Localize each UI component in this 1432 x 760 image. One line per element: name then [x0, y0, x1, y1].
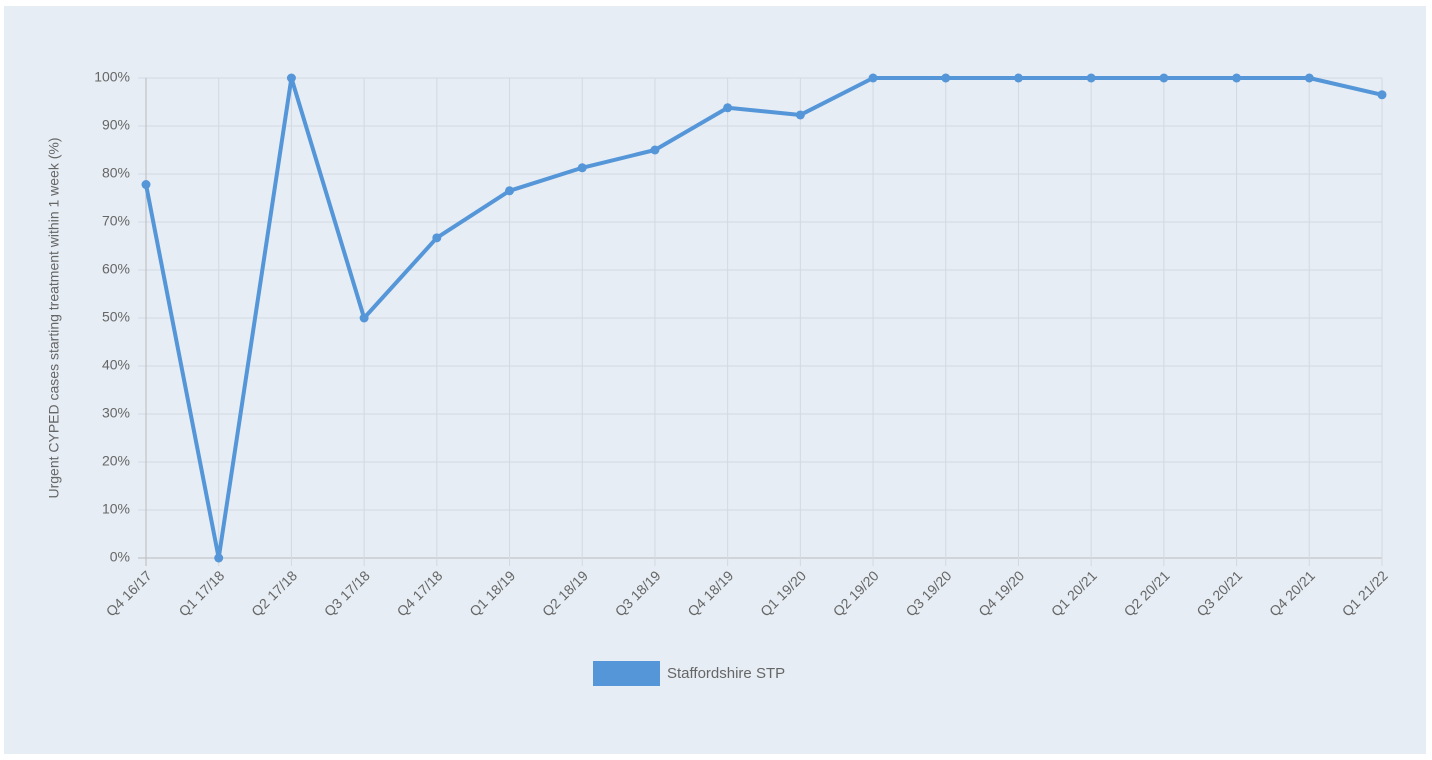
data-point	[868, 73, 878, 83]
data-point	[941, 73, 951, 83]
data-point	[141, 180, 151, 190]
y-tick-label: 60%	[102, 261, 130, 277]
data-point	[432, 233, 442, 243]
y-tick-label: 50%	[102, 309, 130, 325]
y-tick-label: 30%	[102, 405, 130, 421]
data-point	[359, 313, 369, 323]
legend-label: Staffordshire STP	[667, 665, 785, 682]
data-point	[577, 163, 587, 173]
chart-background	[4, 6, 1426, 754]
legend-swatch	[593, 661, 660, 686]
y-tick-label: 70%	[102, 213, 130, 229]
y-axis-label: Urgent CYPED cases starting treatment wi…	[46, 137, 62, 498]
y-tick-label: 0%	[110, 549, 130, 565]
data-point	[1159, 73, 1169, 83]
data-point	[650, 145, 660, 155]
data-point	[1013, 73, 1023, 83]
data-point	[1232, 73, 1242, 83]
data-point	[1304, 73, 1314, 83]
data-point	[214, 553, 224, 563]
data-point	[1086, 73, 1096, 83]
data-point	[1377, 90, 1387, 100]
series-line	[144, 76, 1383, 560]
data-point	[723, 103, 733, 113]
data-point	[286, 73, 296, 83]
y-tick-label: 20%	[102, 453, 130, 469]
y-tick-label: 90%	[102, 117, 130, 133]
y-tick-label: 40%	[102, 357, 130, 373]
data-point	[505, 186, 515, 196]
y-tick-label: 100%	[94, 69, 130, 85]
data-point	[795, 110, 805, 120]
y-tick-label: 80%	[102, 165, 130, 181]
y-tick-label: 10%	[102, 501, 130, 517]
